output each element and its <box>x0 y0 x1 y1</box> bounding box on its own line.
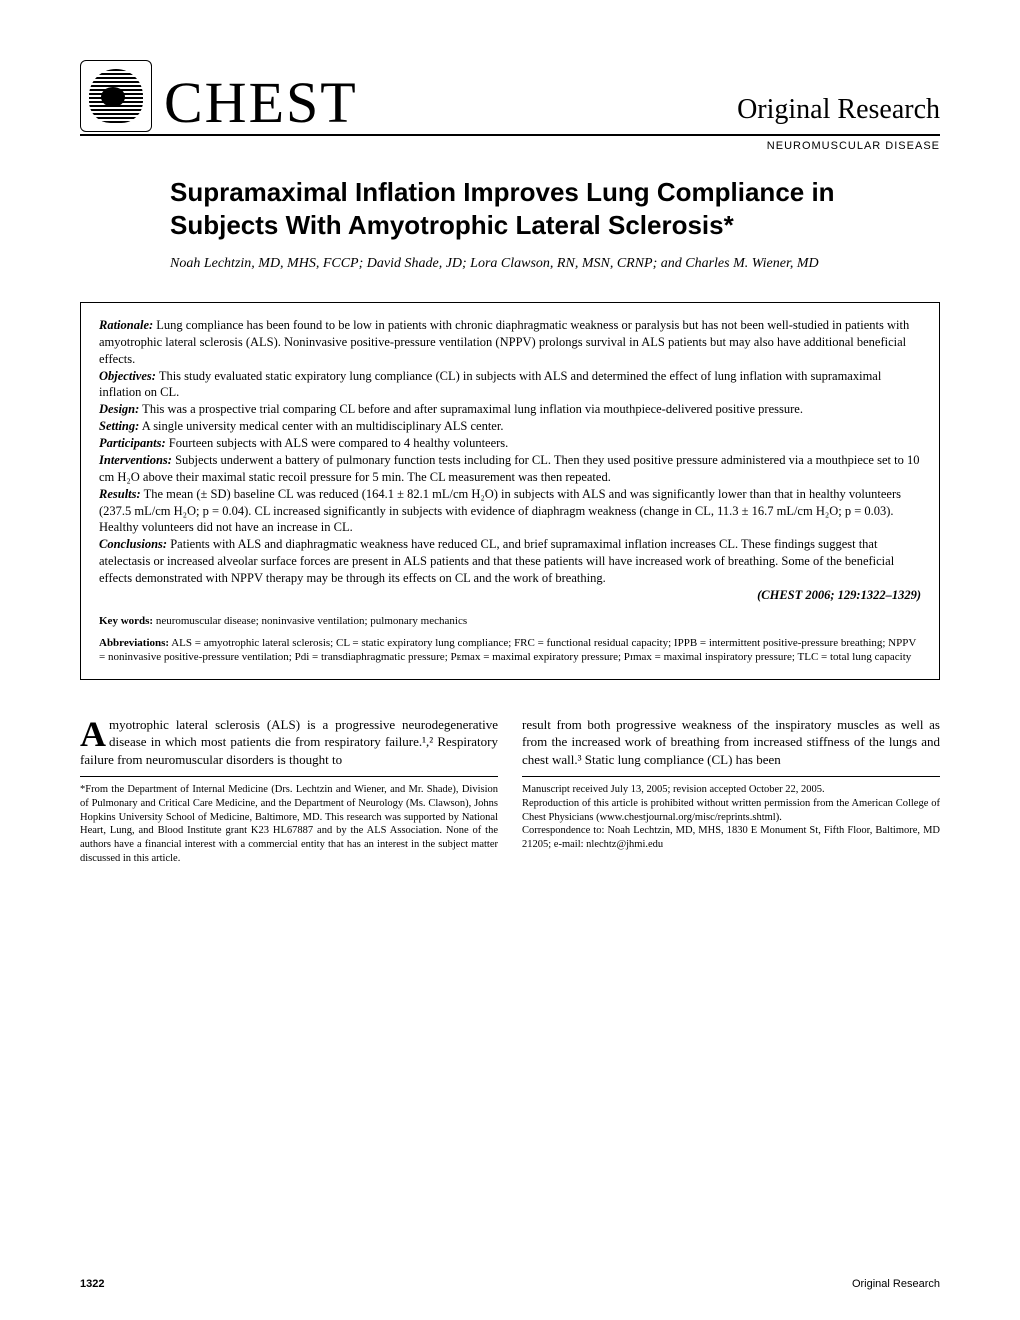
abstract-rationale: Rationale: Lung compliance has been foun… <box>99 317 921 368</box>
body-column-right: result from both progressive weakness of… <box>522 716 940 865</box>
results-text: The mean (± SD) baseline CL was reduced … <box>99 487 901 535</box>
page-number: 1322 <box>80 1278 104 1290</box>
keywords-text: neuromuscular disease; noninvasive venti… <box>153 615 467 627</box>
journal-logo <box>80 60 152 132</box>
setting-text: A single university medical center with … <box>139 419 503 433</box>
footnote-divider <box>80 776 498 777</box>
abstract-objectives: Objectives: This study evaluated static … <box>99 368 921 402</box>
abstract-citation: (CHEST 2006; 129:1322–1329) <box>757 588 921 602</box>
footnote-right: Manuscript received July 13, 2005; revis… <box>522 783 940 851</box>
logo-graphic <box>89 69 143 123</box>
footer-section: Original Research <box>852 1278 940 1290</box>
page-footer: 1322 Original Research <box>80 1278 940 1290</box>
footnote-right-text: Manuscript received July 13, 2005; revis… <box>522 784 940 850</box>
participants-text: Fourteen subjects with ALS were compared… <box>166 436 509 450</box>
abstract-setting: Setting: A single university medical cen… <box>99 418 921 435</box>
abbreviations: Abbreviations: ALS = amyotrophic lateral… <box>99 636 921 665</box>
interventions-text: Subjects underwent a battery of pulmonar… <box>99 453 919 484</box>
rationale-text: Lung compliance has been found to be low… <box>99 318 909 366</box>
results-label: Results: <box>99 487 141 501</box>
abstract-results: Results: The mean (± SD) baseline CL was… <box>99 486 921 537</box>
interventions-label: Interventions: <box>99 453 172 467</box>
objectives-text: This study evaluated static expiratory l… <box>99 369 881 400</box>
article-authors: Noah Lechtzin, MD, MHS, FCCP; David Shad… <box>170 255 940 274</box>
abbr-label: Abbreviations: <box>99 637 169 649</box>
body-text: Amyotrophic lateral sclerosis (ALS) is a… <box>80 716 940 865</box>
section-type: Original Research <box>737 94 940 132</box>
footnote-divider <box>522 776 940 777</box>
conclusions-text: Patients with ALS and diaphragmatic weak… <box>99 537 894 585</box>
article-title: Supramaximal Inflation Improves Lung Com… <box>170 176 940 241</box>
keywords-label: Key words: <box>99 615 153 627</box>
journal-name: CHEST <box>164 74 737 132</box>
abstract-interventions: Interventions: Subjects underwent a batt… <box>99 452 921 486</box>
abbr-text: ALS = amyotrophic lateral sclerosis; CL … <box>99 637 916 663</box>
conclusions-label: Conclusions: <box>99 537 167 551</box>
header: CHEST Original Research <box>80 60 940 136</box>
design-text: This was a prospective trial comparing C… <box>139 402 803 416</box>
setting-label: Setting: <box>99 419 139 433</box>
participants-label: Participants: <box>99 436 166 450</box>
body-paragraph: Amyotrophic lateral sclerosis (ALS) is a… <box>80 716 498 769</box>
body-col2-text: result from both progressive weakness of… <box>522 716 940 769</box>
abstract-box: Rationale: Lung compliance has been foun… <box>80 302 940 680</box>
dropcap: A <box>80 716 109 750</box>
body-column-left: Amyotrophic lateral sclerosis (ALS) is a… <box>80 716 498 865</box>
design-label: Design: <box>99 402 139 416</box>
keywords: Key words: neuromuscular disease; noninv… <box>99 614 921 628</box>
abstract-design: Design: This was a prospective trial com… <box>99 401 921 418</box>
rationale-label: Rationale: <box>99 318 153 332</box>
body-col1-text: myotrophic lateral sclerosis (ALS) is a … <box>80 717 498 767</box>
subsection-label: NEUROMUSCULAR DISEASE <box>80 140 940 152</box>
abstract-conclusions: Conclusions: Patients with ALS and diaph… <box>99 536 921 604</box>
objectives-label: Objectives: <box>99 369 156 383</box>
footnote-left: *From the Department of Internal Medicin… <box>80 783 498 865</box>
abstract-participants: Participants: Fourteen subjects with ALS… <box>99 435 921 452</box>
